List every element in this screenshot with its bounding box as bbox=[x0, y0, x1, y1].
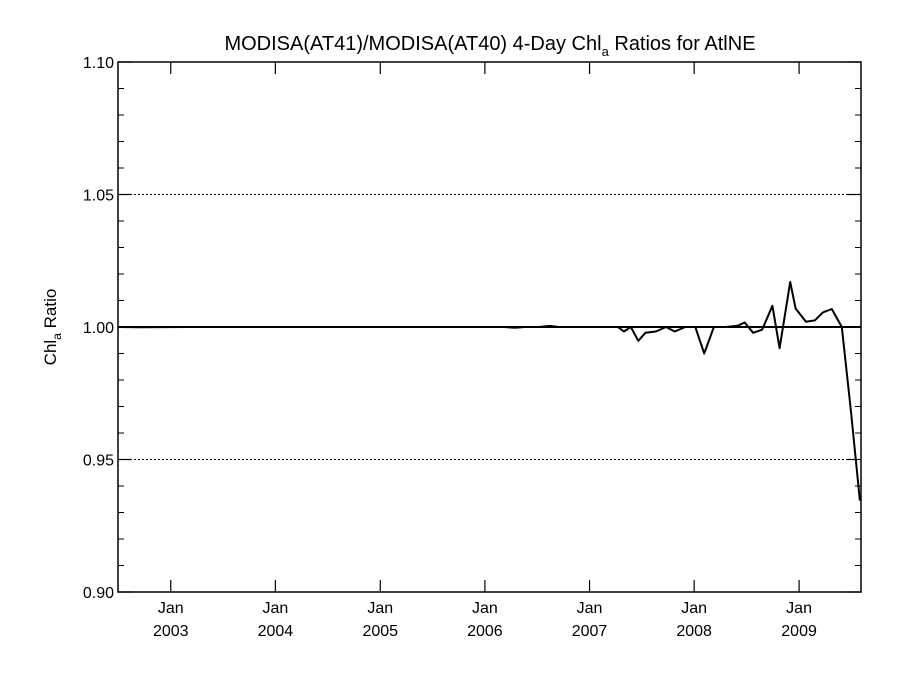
x-tick-label-month: Jan bbox=[158, 600, 184, 617]
chart-title: MODISA(AT41)/MODISA(AT40) 4-Day Chla Rat… bbox=[224, 33, 755, 59]
x-tick-label-month: Jan bbox=[577, 600, 603, 617]
y-tick-label: 0.90 bbox=[83, 585, 114, 602]
x-tick-label-year: 2004 bbox=[258, 623, 294, 640]
y-tick-label: 1.05 bbox=[83, 188, 114, 205]
chart-title-tail: Ratios for AtlNE bbox=[609, 33, 756, 55]
x-tick-label-year: 2008 bbox=[676, 623, 712, 640]
x-tick-label-year: 2005 bbox=[362, 623, 398, 640]
chart-title-main: MODISA(AT41)/MODISA(AT40) 4-Day Chl bbox=[224, 33, 601, 55]
y-axis-label-subscript: a bbox=[50, 333, 64, 340]
x-tick-label-year: 2007 bbox=[572, 623, 608, 640]
x-tick-label-month: Jan bbox=[367, 600, 393, 617]
x-tick-label-month: Jan bbox=[681, 600, 707, 617]
y-tick-label: 0.95 bbox=[83, 453, 114, 470]
x-tick-label-month: Jan bbox=[262, 600, 288, 617]
y-axis-label: Chla Ratio bbox=[41, 289, 64, 366]
x-tick-label-year: 2006 bbox=[467, 623, 503, 640]
x-tick-label-year: 2009 bbox=[781, 623, 817, 640]
y-axis-label-tail: Ratio bbox=[41, 289, 60, 333]
series-line bbox=[118, 281, 861, 501]
y-tick-label: 1.10 bbox=[83, 55, 114, 72]
x-tick-label-month: Jan bbox=[786, 600, 812, 617]
x-tick-label-year: 2003 bbox=[153, 623, 189, 640]
chart-title-subscript: a bbox=[602, 44, 610, 59]
x-tick-label-month: Jan bbox=[472, 600, 498, 617]
y-axis-label-main: Chl bbox=[41, 340, 60, 366]
plot-frame bbox=[117, 61, 862, 593]
y-tick-label: 1.00 bbox=[83, 320, 114, 337]
